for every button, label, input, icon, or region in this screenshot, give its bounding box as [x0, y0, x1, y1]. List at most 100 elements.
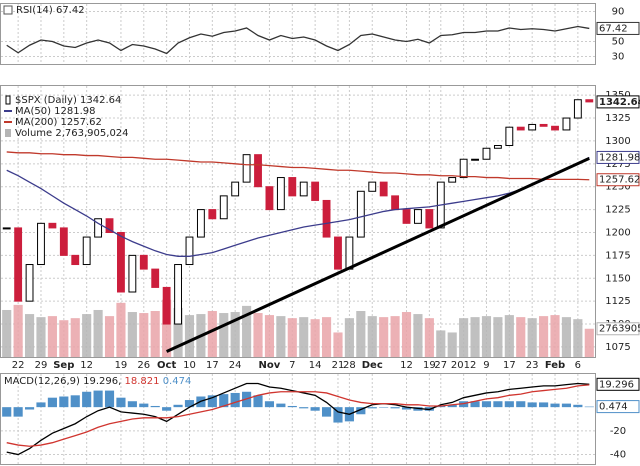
y-tick-label: 90 [612, 7, 625, 18]
legend-entry: 0.474 [163, 376, 192, 387]
value-box [596, 400, 640, 414]
bar [116, 302, 126, 357]
x-tick-label: 17 [206, 360, 219, 371]
line [6, 25, 590, 55]
price-panel [0, 85, 596, 358]
value-box [596, 173, 640, 187]
candle [94, 218, 103, 238]
bar [584, 328, 594, 357]
bar [550, 315, 560, 357]
bar [527, 402, 537, 408]
bar [321, 317, 332, 357]
line [6, 156, 590, 257]
bar [390, 407, 400, 409]
value-box [596, 95, 640, 109]
candle [379, 181, 388, 197]
value-box-label: 2763905 [599, 324, 640, 335]
candle [151, 268, 160, 288]
value-box-label: 67.42 [599, 23, 628, 34]
candle [139, 254, 148, 270]
bar [356, 311, 366, 357]
candle [219, 195, 228, 220]
legend-entry: 18.821 [125, 376, 160, 387]
value-box [596, 21, 640, 35]
candle [174, 264, 182, 325]
bar [264, 315, 275, 357]
candle [48, 222, 57, 229]
bar [219, 394, 229, 408]
bar [573, 404, 583, 408]
trendline [166, 156, 590, 353]
bar [184, 400, 195, 408]
x-tick-label: Oct [157, 360, 176, 371]
bar [287, 318, 297, 357]
bar [82, 314, 92, 357]
candle [196, 209, 205, 238]
bar [436, 330, 446, 357]
value-box-label: 19.296 [599, 379, 634, 390]
candle [299, 181, 308, 197]
candle [585, 99, 594, 103]
x-tick-label: 12 [400, 360, 413, 371]
y-tick-label: 30 [612, 52, 625, 63]
legend-label: Volume 2,763,905,024 [15, 128, 129, 139]
macd-panel [0, 373, 596, 465]
value-box-label: 0.474 [599, 402, 628, 413]
candle [185, 236, 194, 266]
rsi-title: RSI(14) 67.42 [16, 5, 85, 16]
bar [264, 401, 275, 408]
value-box-label: 1257.62 [599, 175, 640, 186]
y-tick-label: 50 [612, 37, 625, 48]
bar [310, 319, 320, 357]
rsi-icon [3, 5, 13, 15]
bar [379, 407, 389, 408]
candle [562, 117, 571, 131]
bar [47, 397, 57, 408]
y-tick-label: 1275 [605, 159, 630, 170]
bar [150, 311, 160, 357]
candle [71, 254, 80, 266]
bar [2, 309, 12, 357]
bar [447, 332, 457, 357]
bar [219, 313, 229, 357]
x-tick-label: 19 [423, 360, 436, 371]
bar [127, 401, 137, 408]
x-tick-label: 9 [483, 360, 489, 371]
bar [344, 318, 354, 357]
bar [70, 318, 80, 357]
candle [402, 209, 411, 224]
bar [13, 304, 23, 357]
y-tick-label: 1300 [605, 136, 630, 147]
bar [413, 314, 423, 357]
bar [253, 313, 263, 357]
legend-entry: 19.296, [83, 376, 121, 387]
bar [299, 317, 309, 357]
bar [173, 404, 183, 408]
bar [333, 407, 343, 423]
candle [37, 222, 45, 266]
x-tick-label: 19 [115, 360, 128, 371]
bar [447, 404, 457, 408]
candle [254, 154, 262, 188]
x-tick-label: 2012 [451, 360, 476, 371]
bar [367, 407, 377, 409]
bar [504, 401, 514, 408]
y-tick-label: 1200 [605, 227, 630, 238]
x-tick-label: 26 [137, 360, 150, 371]
x-tick-label: 12 [80, 360, 93, 371]
value-box-label: 1281.98 [599, 152, 640, 163]
bar [401, 407, 412, 410]
rsi-panel [0, 3, 596, 65]
x-tick-label: Feb [545, 360, 565, 371]
bar [539, 316, 549, 357]
plot-layer [1, 4, 595, 464]
candle [493, 145, 502, 149]
y-tick-label: -40 [610, 450, 626, 461]
legend-swatch [5, 95, 11, 105]
line [6, 384, 590, 447]
x-tick-label: 23 [526, 360, 539, 371]
bar [82, 391, 92, 408]
candle [311, 181, 320, 201]
